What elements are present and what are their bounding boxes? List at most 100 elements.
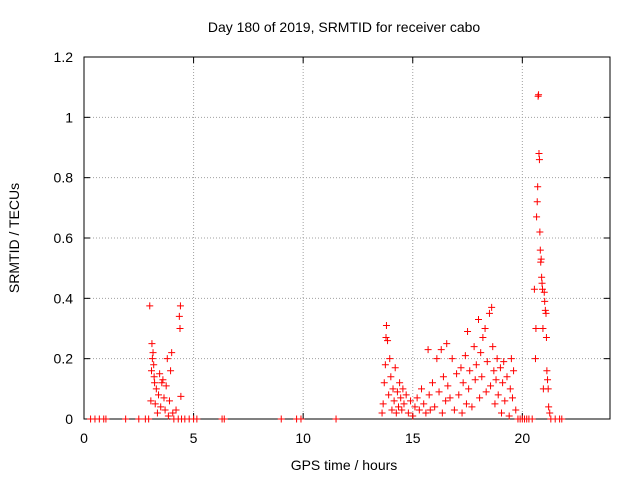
data-point xyxy=(159,376,167,384)
data-point xyxy=(422,409,430,417)
data-point xyxy=(378,409,386,417)
data-point xyxy=(538,285,546,293)
data-point xyxy=(512,406,520,414)
data-point xyxy=(398,406,406,414)
data-point xyxy=(443,340,451,348)
data-point xyxy=(487,382,495,390)
data-point xyxy=(148,340,156,348)
data-point xyxy=(411,403,419,411)
data-point xyxy=(442,397,450,405)
data-point xyxy=(542,334,550,342)
data-point xyxy=(533,213,541,221)
data-point xyxy=(122,415,130,423)
data-point xyxy=(536,246,544,254)
data-point xyxy=(156,370,164,378)
data-point xyxy=(475,315,482,323)
data-point xyxy=(540,288,548,296)
data-point xyxy=(153,409,161,417)
data-point xyxy=(167,367,175,375)
data-point xyxy=(450,406,458,414)
data-point xyxy=(438,409,446,417)
data-point xyxy=(404,409,412,417)
data-point xyxy=(538,273,546,281)
data-point xyxy=(168,349,176,357)
data-points xyxy=(87,91,566,423)
data-point xyxy=(391,364,399,372)
data-point xyxy=(543,367,551,375)
data-point xyxy=(385,391,393,399)
data-point xyxy=(444,382,452,390)
data-point xyxy=(538,279,546,287)
data-point xyxy=(388,406,396,414)
data-point xyxy=(457,364,465,372)
data-point xyxy=(150,361,158,369)
data-point xyxy=(496,364,504,372)
y-tick-label: 0.4 xyxy=(54,290,74,306)
data-point xyxy=(389,385,397,393)
data-point xyxy=(499,379,507,387)
data-point xyxy=(420,400,428,408)
data-point xyxy=(145,415,153,423)
data-point xyxy=(507,355,515,363)
data-point xyxy=(544,385,552,393)
data-point xyxy=(439,373,447,381)
data-point xyxy=(433,355,441,363)
data-point xyxy=(536,228,544,236)
data-point xyxy=(471,376,479,384)
data-point xyxy=(163,355,171,363)
data-point xyxy=(158,379,166,387)
data-point xyxy=(500,358,508,366)
data-point xyxy=(481,325,489,332)
data-point xyxy=(446,394,454,402)
data-point xyxy=(458,409,466,417)
y-axis-title: SRMTID / TECUs xyxy=(6,183,22,293)
data-point xyxy=(415,406,423,414)
data-point xyxy=(425,391,433,399)
data-point xyxy=(530,285,538,293)
grid xyxy=(84,57,610,419)
data-point xyxy=(399,385,407,393)
data-point xyxy=(490,367,498,375)
data-point xyxy=(508,394,516,402)
y-tick-label: 0.6 xyxy=(54,230,74,246)
data-point xyxy=(400,400,408,408)
data-point xyxy=(528,415,536,423)
data-point xyxy=(535,150,543,158)
y-tick-label: 1 xyxy=(65,109,73,125)
data-point xyxy=(135,415,143,423)
data-point xyxy=(164,412,172,420)
data-point xyxy=(149,349,157,357)
data-point xyxy=(413,394,421,402)
data-point xyxy=(531,355,539,363)
data-point xyxy=(488,303,496,311)
data-point xyxy=(465,385,473,393)
x-tick-label: 5 xyxy=(190,430,198,446)
data-point xyxy=(193,415,201,423)
data-point xyxy=(483,358,491,366)
data-point xyxy=(426,406,434,414)
y-tick-label: 0 xyxy=(65,411,73,427)
data-point xyxy=(393,388,401,396)
data-point xyxy=(546,409,554,417)
data-point xyxy=(455,391,463,399)
data-point xyxy=(462,400,470,408)
data-point xyxy=(479,334,487,342)
data-point xyxy=(382,334,390,342)
data-point xyxy=(477,349,485,357)
data-point xyxy=(161,406,169,414)
data-point xyxy=(489,343,497,351)
x-tick-label: 15 xyxy=(405,430,421,446)
data-point xyxy=(418,385,426,393)
data-point xyxy=(535,91,543,99)
data-point xyxy=(172,406,180,414)
data-point xyxy=(176,302,184,310)
data-point xyxy=(150,373,158,381)
x-tick-label: 10 xyxy=(295,430,311,446)
data-point xyxy=(160,394,168,402)
data-point xyxy=(176,325,184,332)
data-point xyxy=(169,409,177,417)
data-point xyxy=(541,297,549,305)
data-point xyxy=(396,379,404,387)
data-point xyxy=(380,379,388,387)
